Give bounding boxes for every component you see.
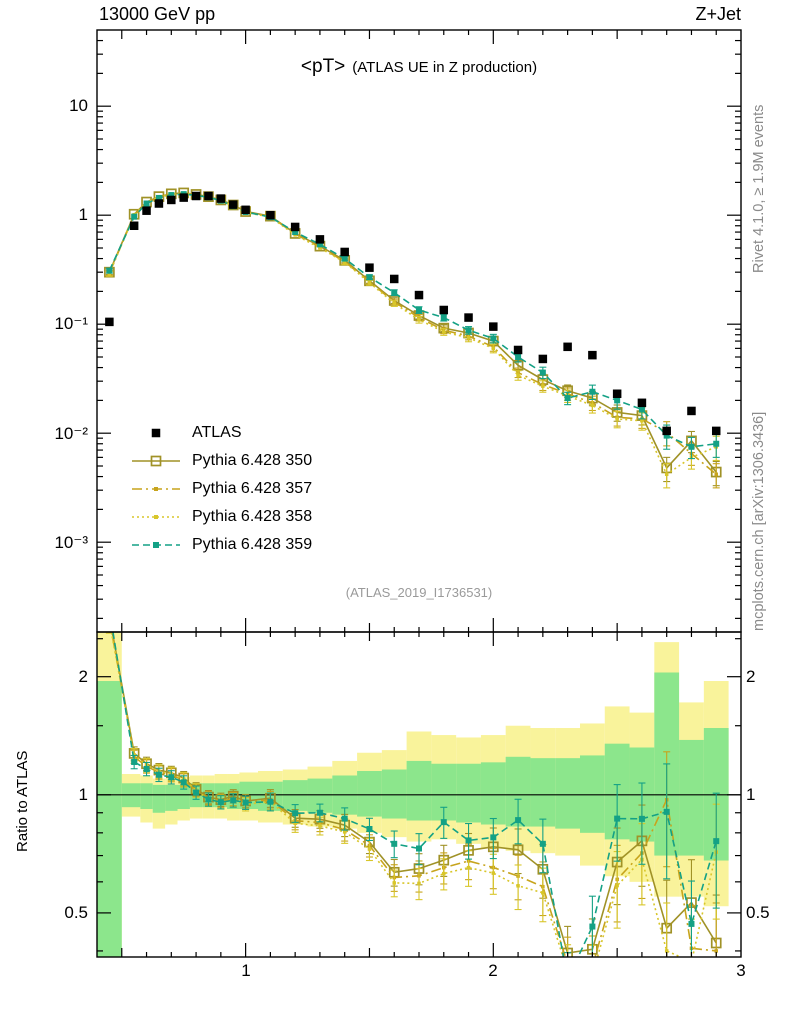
ratio-ytick-2-right: 2 <box>746 667 756 686</box>
ratio-ytick-1-right: 1 <box>746 785 756 804</box>
process-label: Z+Jet <box>695 4 741 24</box>
legend-label: ATLAS <box>192 424 242 441</box>
legend-marker-icon <box>132 455 180 467</box>
legend-item-pythia-6-428-359: Pythia 6.428 359 <box>130 531 312 559</box>
xtick-1: 1 <box>241 961 251 980</box>
legend-marker-icon <box>132 515 180 519</box>
xtick-3: 3 <box>736 961 746 980</box>
legend-label: Pythia 6.428 357 <box>192 480 313 497</box>
main-ytick-1e-2: 10⁻² <box>54 424 88 443</box>
mcplots-credit-label: mcplots.cern.ch [arXiv:1306.3436] <box>751 411 767 631</box>
legend-item-pythia-6-428-357: Pythia 6.428 357 <box>130 475 312 503</box>
main-series <box>104 187 722 489</box>
xtick-2: 2 <box>488 961 498 980</box>
ratio-ytick-2-left: 2 <box>78 667 88 686</box>
beam-energy-label: 13000 GeV pp <box>99 4 216 24</box>
axes-frame <box>96 29 742 958</box>
ratio-ytick-1-left: 1 <box>78 785 88 804</box>
observable-subtitle: (ATLAS UE in Z production) <box>352 59 538 76</box>
main-ytick-1e-3: 10⁻³ <box>54 533 88 552</box>
observable-title: <pT> <box>300 56 346 77</box>
legend-item-pythia-6-428-350: Pythia 6.428 350 <box>130 447 312 475</box>
analysis-watermark: (ATLAS_2019_I1736531) <box>345 585 493 600</box>
ratio-ytick-05-left: 0.5 <box>64 903 88 922</box>
legend-marker-icon <box>132 487 180 491</box>
legend-marker-icon <box>132 542 180 548</box>
legend-item-pythia-6-428-358: Pythia 6.428 358 <box>130 503 312 531</box>
main-ytick-1e-1: 10⁻¹ <box>54 314 88 333</box>
ratio-series <box>105 632 722 957</box>
ratio-axis-label: Ratio to ATLAS <box>14 750 31 852</box>
main-ytick-10: 10 <box>69 96 88 115</box>
legend-marker-icon <box>151 428 161 438</box>
main-ytick-1: 1 <box>78 205 88 224</box>
legend-label: Pythia 6.428 350 <box>192 452 313 469</box>
ratio-ytick-05-right: 0.5 <box>746 903 770 922</box>
rivet-version-label: Rivet 4.1.0, ≥ 1.9M events <box>751 104 767 273</box>
legend: ATLAS Pythia 6.428 350 Pythia 6.428 357 Pyt… <box>130 419 312 559</box>
legend-label: Pythia 6.428 358 <box>192 508 313 525</box>
legend-item-atlas: ATLAS <box>130 419 312 447</box>
legend-label: Pythia 6.428 359 <box>192 536 313 553</box>
plot-title: <pT> (ATLAS UE in Z production) <box>97 56 741 78</box>
ratio-uncertainty-bands <box>97 632 729 957</box>
